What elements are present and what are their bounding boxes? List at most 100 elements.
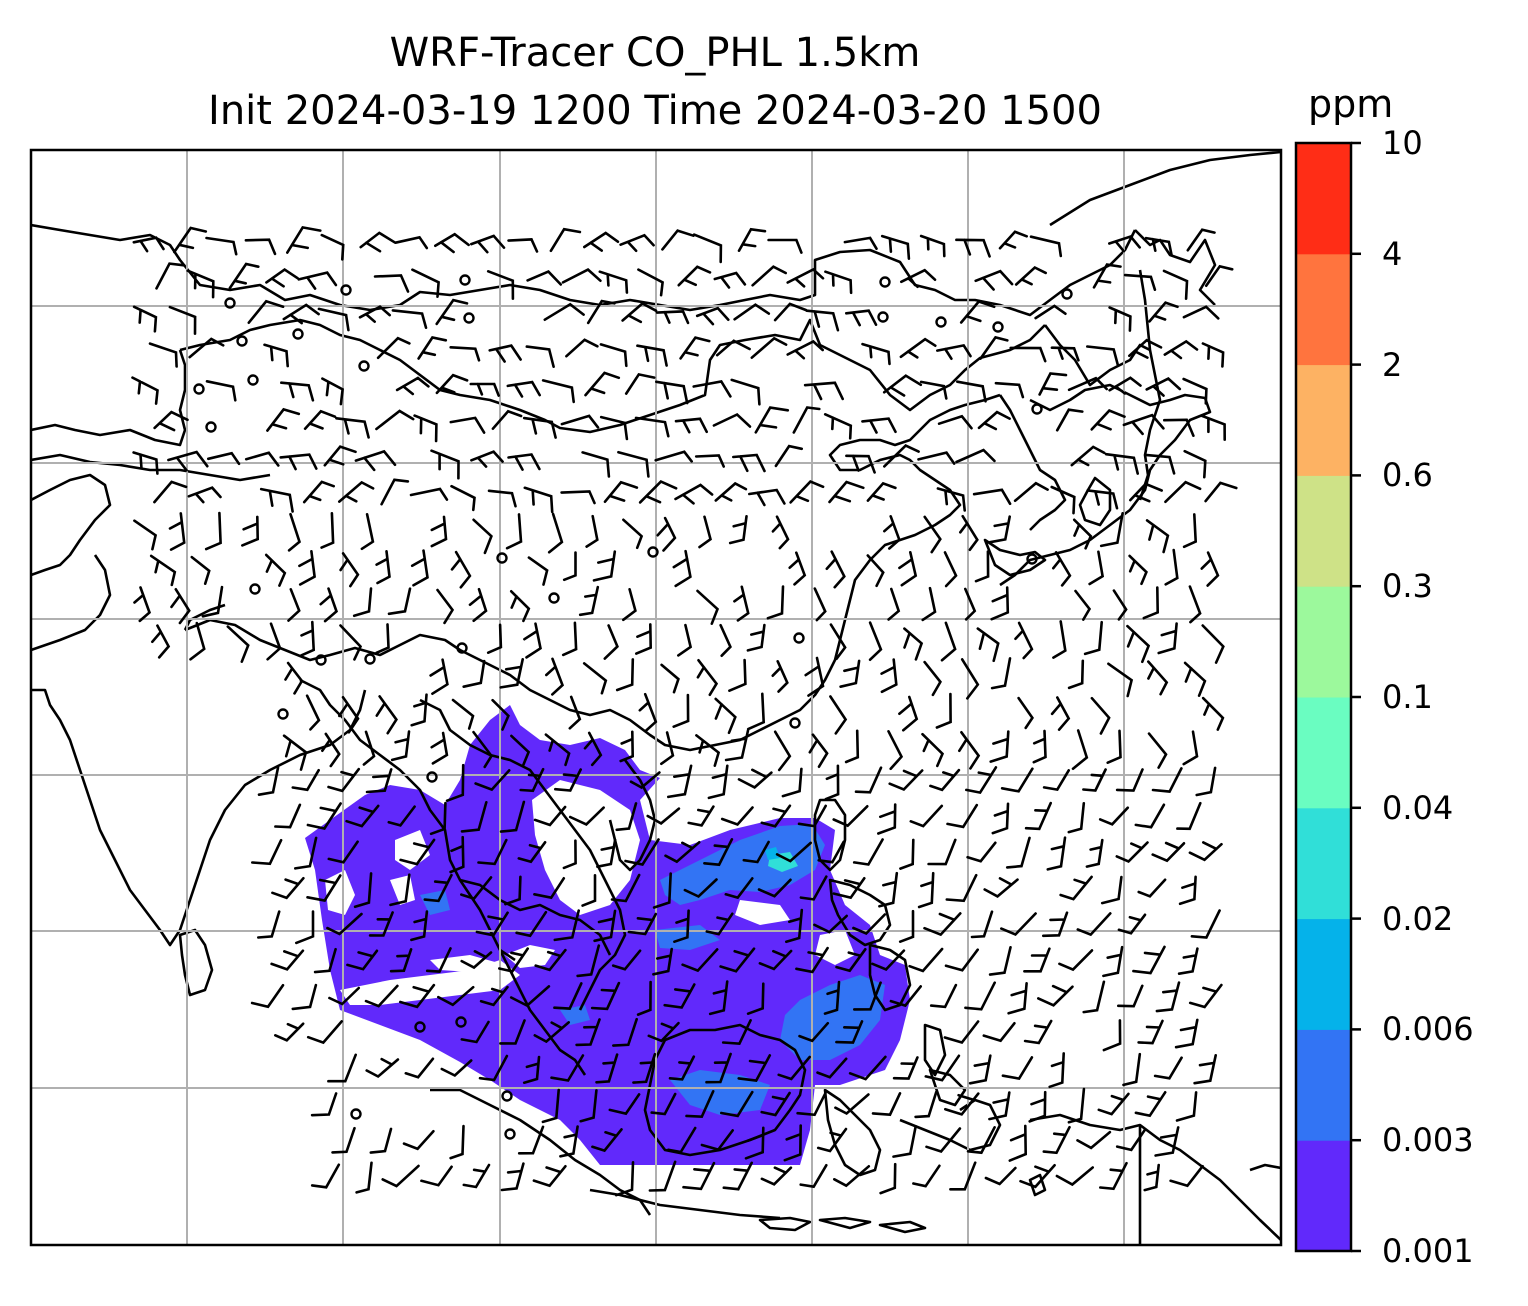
wind-barb: [672, 693, 690, 728]
wind-barb: [696, 659, 719, 697]
wind-barb: [541, 379, 575, 404]
wind-barb: [668, 1055, 696, 1081]
calm-circle: [193, 383, 205, 395]
wind-barb: [449, 1124, 465, 1160]
wind-barb: [335, 417, 370, 439]
wind-barb: [622, 588, 637, 622]
wind-barb: [291, 983, 318, 1011]
wind-barb: [380, 478, 410, 506]
plume-0.003-region: [660, 824, 825, 905]
wind-barb: [1163, 418, 1195, 437]
wind-barb: [265, 268, 299, 288]
wind-barb: [462, 659, 486, 688]
wind-barb: [700, 1129, 734, 1152]
wind-barb: [320, 511, 335, 549]
wind-barb: [545, 657, 565, 696]
wind-barb: [940, 621, 957, 662]
wind-barb: [534, 948, 567, 972]
wind-barb: [389, 873, 411, 907]
wind-barb: [188, 337, 225, 359]
wind-barb: [917, 871, 935, 909]
wind-barb: [355, 1161, 373, 1194]
wind-barb: [280, 381, 315, 402]
wind-barb: [773, 302, 808, 322]
wind-barb: [880, 658, 898, 694]
wind-barb: [562, 551, 577, 582]
wind-barb: [1074, 589, 1092, 621]
colorbar: [1294, 141, 1361, 1253]
wind-barb: [816, 1127, 848, 1153]
wind-barb: [833, 1165, 871, 1188]
wind-barb: [681, 948, 719, 973]
wind-barb: [1007, 982, 1028, 1015]
wind-barb: [583, 731, 603, 767]
wind-barb: [823, 980, 841, 1015]
wind-barb: [944, 948, 979, 972]
wind-barb: [522, 1055, 541, 1084]
wind-barb: [1014, 621, 1034, 660]
wind-barb: [989, 730, 1010, 763]
colorbar-segment: [1296, 697, 1351, 809]
wind-barb: [1024, 801, 1052, 831]
wind-barb: [287, 512, 302, 552]
wind-barb: [499, 658, 524, 689]
wind-barb: [437, 985, 475, 1007]
wind-barb: [871, 949, 906, 971]
wind-barb: [257, 766, 280, 796]
wind-barb: [282, 734, 308, 771]
calm-circle: [879, 276, 891, 288]
wind-barb: [559, 1125, 579, 1158]
wind-barb: [420, 1165, 453, 1187]
wind-barb: [879, 1162, 897, 1195]
wind-barb: [586, 299, 616, 325]
wind-barb: [898, 909, 915, 943]
calm-circle: [340, 284, 352, 296]
wind-barb: [477, 838, 508, 866]
wind-barb: [509, 590, 531, 623]
wind-barb: [474, 769, 511, 792]
wind-barb: [1099, 511, 1124, 548]
wind-barb: [983, 877, 1019, 898]
wind-barb: [661, 229, 695, 251]
wind-barb: [667, 1126, 697, 1154]
wind-barb: [664, 841, 701, 864]
wind-barb: [284, 661, 304, 695]
wind-barb: [468, 587, 488, 623]
wind-barb: [1154, 1126, 1180, 1157]
wind-barb: [523, 622, 542, 659]
wind-barb: [590, 981, 621, 1011]
wind-barb: [598, 270, 629, 294]
wind-barb: [964, 981, 996, 1011]
wind-barb: [1134, 803, 1166, 829]
wind-barb: [988, 1091, 1011, 1121]
wind-barb: [760, 1166, 793, 1186]
wind-barb: [751, 265, 787, 287]
wind-barb: [903, 627, 924, 661]
wind-barb: [959, 514, 979, 552]
colorbar-segment: [1296, 586, 1351, 698]
wind-barb: [990, 586, 1010, 621]
wind-barb: [713, 271, 747, 289]
wind-barb: [845, 454, 876, 474]
wind-barb: [1067, 1087, 1086, 1124]
wind-barb: [1082, 980, 1106, 1014]
wind-barb: [622, 518, 644, 550]
wind-barb: [889, 985, 922, 1008]
wind-barb: [1201, 696, 1225, 731]
wind-barb: [946, 803, 979, 829]
wind-barb: [923, 912, 962, 937]
wind-barb: [338, 696, 360, 734]
wind-barb: [1200, 551, 1220, 587]
wind-barb: [498, 947, 529, 973]
wind-barb: [611, 949, 642, 971]
wind-barb: [719, 947, 756, 973]
wind-barb: [1097, 1092, 1130, 1116]
wind-barb: [797, 804, 827, 828]
wind-barb: [488, 344, 522, 363]
calm-circle: [456, 642, 468, 654]
colorbar-tick-label: 0.04: [1382, 788, 1454, 827]
wind-barb: [517, 841, 547, 864]
wind-barb: [404, 1057, 435, 1079]
wind-barb: [450, 550, 472, 589]
wind-barb: [652, 872, 672, 909]
